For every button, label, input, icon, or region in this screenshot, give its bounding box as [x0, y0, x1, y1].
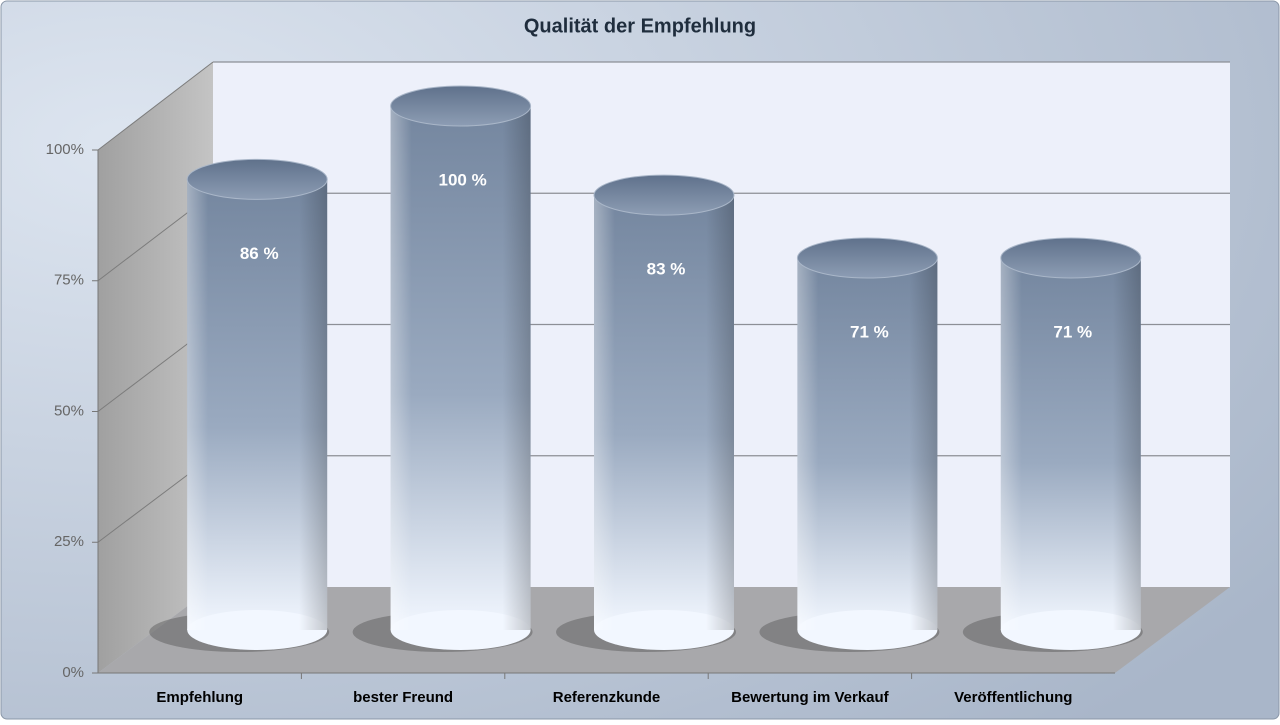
- y-tick-label: 50%: [54, 402, 84, 419]
- data-label: 71 %: [1053, 322, 1092, 341]
- cylinder-shade: [594, 195, 734, 630]
- cylinder-top: [796, 237, 938, 279]
- data-label: 86 %: [240, 244, 279, 263]
- x-tick-label: Bewertung im Verkauf: [731, 689, 890, 706]
- grid-line: [97, 61, 214, 151]
- x-tick-label: Empfehlung: [156, 689, 243, 706]
- data-label: 83 %: [647, 260, 686, 279]
- y-tick-label: 75%: [54, 272, 84, 289]
- cylinder-shade: [187, 179, 328, 631]
- cylinder-top: [593, 174, 735, 216]
- y-tick-label: 25%: [54, 533, 84, 550]
- cylinder-shade: [390, 106, 531, 630]
- x-tick-label: Veröffentlichung: [954, 689, 1072, 706]
- data-label: 100 %: [438, 170, 486, 189]
- cylinder-shade: [1000, 257, 1141, 630]
- cylinder-top: [1000, 237, 1142, 279]
- cylinder-top: [390, 85, 532, 127]
- y-tick-label: 100%: [46, 141, 84, 158]
- chart-title: Qualität der Empfehlung: [524, 15, 756, 37]
- plot: 0% 25% 50% 75% 100% Empfehlung 86 % bester Freu…: [46, 61, 1230, 706]
- y-tick-label: 0%: [62, 664, 84, 681]
- x-tick-label: bester Freund: [353, 689, 453, 706]
- cylinder-shade: [797, 257, 938, 630]
- cylinder-top: [186, 158, 328, 200]
- data-label: 71 %: [850, 322, 889, 341]
- x-tick-label: Referenzkunde: [553, 689, 661, 706]
